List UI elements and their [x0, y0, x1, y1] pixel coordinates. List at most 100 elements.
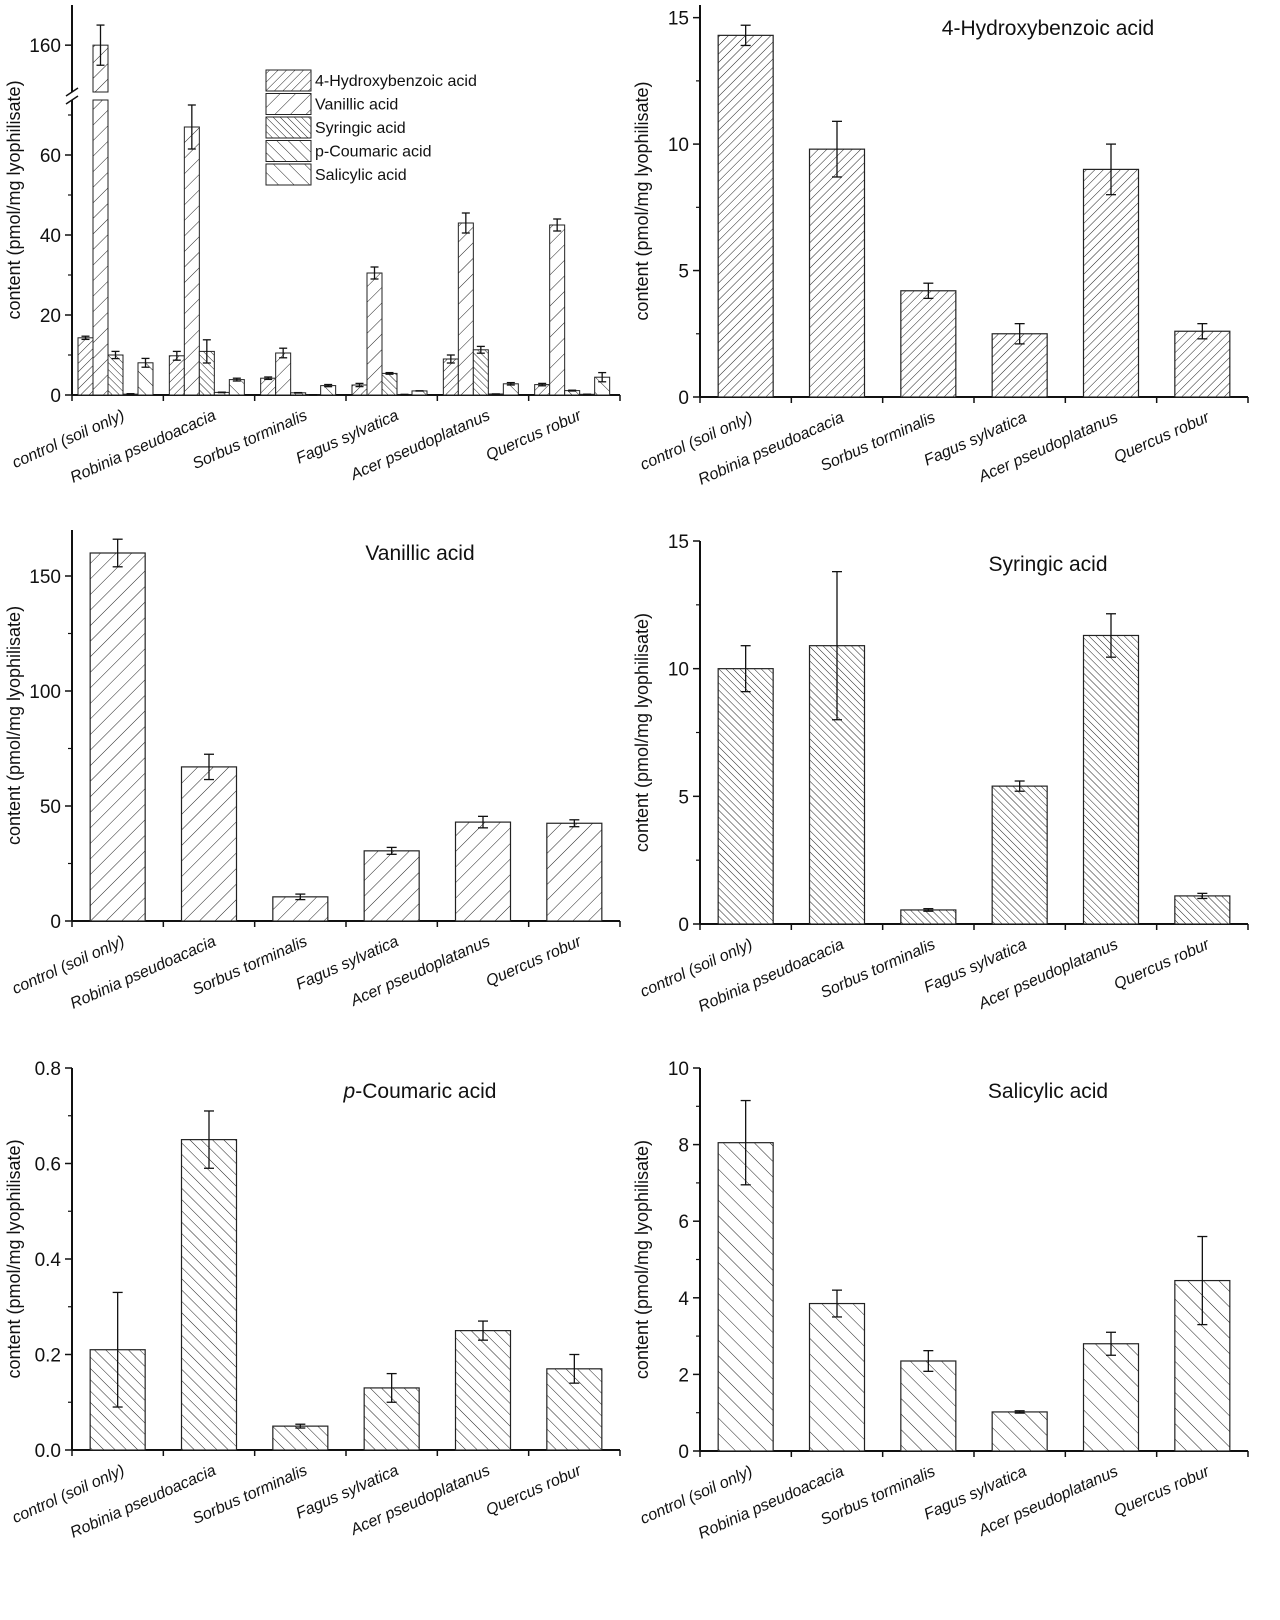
y-tick-label: 2: [678, 1365, 689, 1386]
legend-label: Vanillic acid: [315, 97, 398, 114]
y-tick-label: 10: [668, 135, 689, 156]
x-tick-label: Robinia pseudoacacia: [696, 1463, 847, 1543]
y-tick-label: 20: [40, 306, 61, 327]
bar: [454, 821, 512, 922]
bar: [442, 358, 459, 396]
panel-1: control (soil only)Robinia pseudoacaciaS…: [632, 5, 1249, 489]
chart-title: 4-Hydroxybenzoic acid: [942, 17, 1154, 40]
bar: [275, 352, 292, 396]
y-tick-label: 15: [668, 532, 689, 553]
legend-swatch: [265, 93, 312, 115]
bar: [549, 224, 566, 396]
legend: 4-Hydroxybenzoic acid Vanillic acid Syring…: [265, 69, 477, 186]
bar: [1082, 1343, 1140, 1452]
y-tick-label: 15: [668, 9, 689, 30]
bar: [1082, 634, 1140, 925]
bar: [991, 785, 1048, 925]
bar: [363, 850, 420, 922]
y-tick-label: 5: [678, 787, 689, 808]
chart-title-text: -Coumaric acid: [355, 1080, 496, 1103]
legend-label: Salicylic acid: [315, 167, 407, 184]
y-axis-label: content (pmol/mg lyophilisate): [632, 1140, 652, 1379]
legend-label: p-Coumaric acid: [315, 144, 431, 161]
legend-swatch: [265, 163, 312, 186]
x-tick-label: Quercus robur: [1112, 1463, 1213, 1520]
bar: [900, 1360, 957, 1452]
bar: [1082, 168, 1140, 398]
legend-swatch: [265, 69, 312, 92]
bar: [900, 290, 957, 398]
bar: [228, 379, 245, 396]
x-tick-label: Quercus robur: [484, 933, 585, 990]
bar: [457, 222, 474, 396]
y-tick-label: 10: [668, 1059, 689, 1080]
y-axis-label: content (pmol/mg lyophilisate): [4, 1139, 24, 1378]
chart-title-prefix: p: [343, 1080, 356, 1103]
x-tick-label: Quercus robur: [484, 1462, 585, 1519]
chart-title: Vanillic acid: [365, 542, 474, 565]
bar: [472, 349, 489, 396]
y-axis-label: content (pmol/mg lyophilisate): [4, 80, 24, 319]
y-tick-label: 0: [678, 388, 689, 409]
x-tick-label: Quercus robur: [484, 407, 585, 464]
bar: [366, 272, 383, 396]
bar: [717, 1142, 774, 1452]
x-tick-label: Quercus robur: [1112, 409, 1213, 466]
bar: [991, 1411, 1048, 1452]
bar: [272, 896, 329, 922]
axis-break-mark: [65, 87, 79, 97]
bar: [454, 1330, 512, 1451]
bar: [77, 337, 94, 396]
bar: [180, 766, 238, 922]
panel-2: control (soil only)Robinia pseudoacaciaS…: [4, 530, 621, 1013]
y-tick-label: 0: [678, 915, 689, 936]
bar: [717, 668, 774, 925]
y-axis-label: content (pmol/mg lyophilisate): [632, 81, 652, 320]
y-tick-label: 5: [678, 262, 689, 283]
y-tick-label: 6: [678, 1212, 689, 1233]
y-tick-label: 10: [668, 660, 689, 681]
x-tick-label: Quercus robur: [1112, 936, 1213, 993]
y-tick-label: 0.4: [35, 1250, 62, 1271]
bar: [808, 1302, 866, 1452]
panel-4: control (soil only)Robinia pseudoacaciaS…: [4, 1059, 621, 1542]
panel-3: control (soil only)Robinia pseudoacaciaS…: [632, 532, 1249, 1016]
legend-label: Syringic acid: [315, 120, 406, 137]
y-axis-label: content (pmol/mg lyophilisate): [4, 606, 24, 845]
legend-swatch: [265, 116, 312, 139]
legend-swatch: [265, 140, 312, 162]
bar: [92, 99, 109, 396]
y-tick-label: 150: [29, 567, 61, 588]
x-tick-label: Robinia pseudoacacia: [68, 407, 219, 487]
bar: [183, 126, 200, 396]
axis-break-mark: [65, 95, 79, 105]
y-tick-label: 0: [50, 386, 61, 407]
y-tick-label: 0.2: [35, 1346, 61, 1367]
panel-overview: control (soil only)Robinia pseudoacaciaS…: [4, 5, 621, 487]
y-tick-label: 160: [29, 36, 61, 57]
y-tick-label: 0: [678, 1442, 689, 1463]
bar: [168, 355, 185, 396]
chart-title: Syringic acid: [988, 553, 1107, 576]
x-tick-label: Robinia pseudoacacia: [68, 1462, 219, 1542]
bar: [260, 377, 277, 396]
bar: [180, 1139, 238, 1451]
y-tick-label: 0.0: [35, 1441, 61, 1462]
bar: [717, 34, 774, 398]
y-tick-label: 0.6: [35, 1155, 61, 1176]
y-tick-label: 4: [678, 1289, 689, 1310]
bar: [1174, 895, 1231, 925]
bar: [381, 372, 398, 396]
y-axis-label: content (pmol/mg lyophilisate): [632, 613, 652, 852]
x-tick-label: Robinia pseudoacacia: [696, 936, 847, 1016]
bar: [1174, 330, 1231, 398]
y-tick-label: 8: [678, 1136, 689, 1157]
y-tick-label: 50: [40, 797, 61, 818]
y-tick-label: 0.8: [35, 1059, 61, 1080]
bar: [89, 552, 146, 922]
y-tick-label: 0: [50, 912, 61, 933]
bar: [900, 909, 957, 925]
bar: [107, 354, 124, 396]
y-tick-label: 60: [40, 146, 61, 167]
x-tick-label: Robinia pseudoacacia: [68, 933, 219, 1013]
